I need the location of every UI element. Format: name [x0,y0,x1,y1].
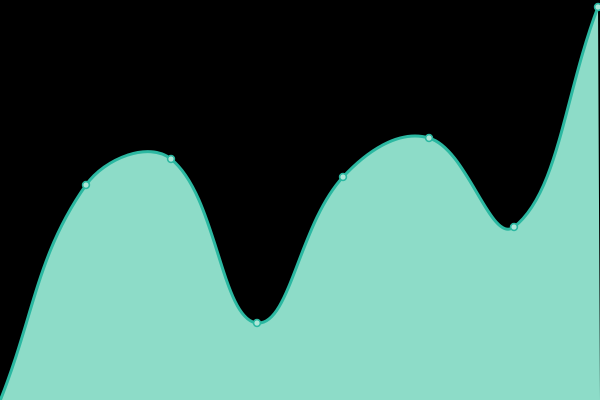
data-point-marker-3 [252,318,262,328]
data-point-marker-5 [424,133,434,143]
data-point-marker-7 [593,2,600,12]
data-point-marker-1 [81,180,91,190]
data-point-marker-4 [338,172,348,182]
data-point-marker-2 [166,154,176,164]
data-point-marker-6 [509,222,519,232]
area-fill [0,7,600,400]
data-point-markers [81,2,600,328]
